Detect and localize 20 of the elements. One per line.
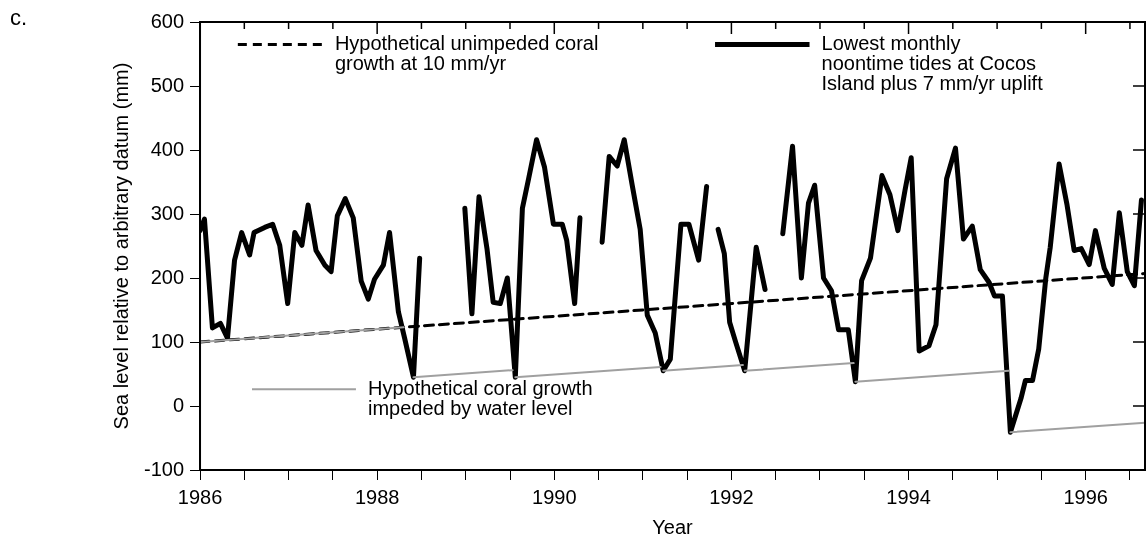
- y-tick-label: 600: [150, 9, 185, 32]
- y-tick-label: 200: [150, 265, 185, 288]
- y-tick-label: 0: [172, 393, 185, 416]
- y-tick-label: 100: [150, 329, 185, 352]
- legend-label: Hypothetical unimpeded coral growth at 10 mm/yr: [334, 31, 599, 74]
- x-tick-label: 1986: [177, 485, 223, 508]
- series-label: Hypothetical coral growth impeded by water level: [367, 376, 593, 419]
- y-tick-label: -100: [144, 457, 185, 480]
- x-axis-title: Year: [652, 515, 694, 538]
- y-axis-title: Sea level relative to arbitrary datum (mm): [109, 62, 132, 430]
- x-tick-label: 1990: [532, 485, 577, 508]
- text: c.: [10, 5, 28, 31]
- x-tick-label: 1988: [354, 485, 400, 508]
- y-tick-label: 300: [150, 201, 185, 224]
- y-tick-label: 400: [150, 137, 185, 160]
- legend-label: Lowest monthly noontime tides at Cocos Island plus 7 mm/yr uplift: [821, 31, 1044, 94]
- y-tick-label: 500: [150, 73, 185, 96]
- x-tick-label: 1994: [886, 485, 931, 508]
- x-tick-label: 1996: [1063, 485, 1108, 508]
- x-tick-label: 1992: [709, 485, 754, 508]
